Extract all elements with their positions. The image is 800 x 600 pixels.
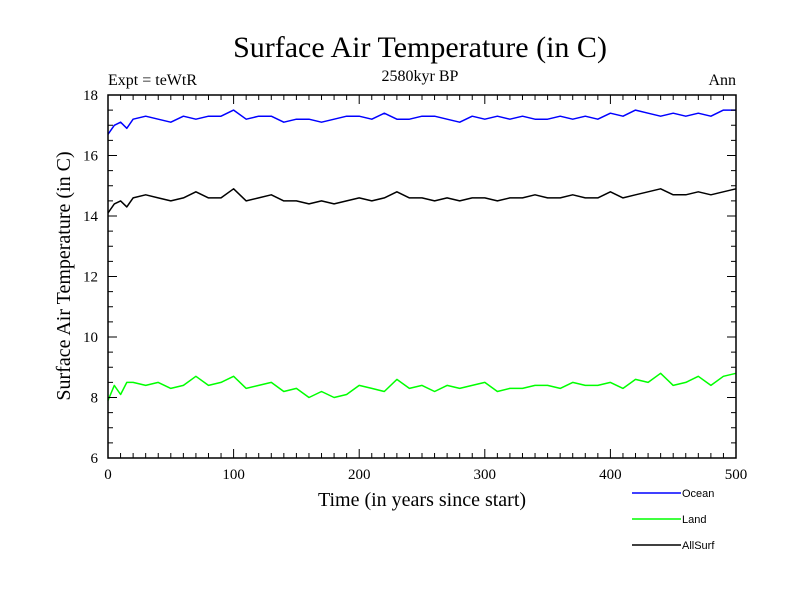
- x-axis-label: Time (in years since start): [318, 489, 526, 511]
- legend-label-land: Land: [682, 514, 706, 526]
- x-tick-label: 500: [725, 467, 748, 483]
- x-tick-label: 200: [348, 467, 371, 483]
- plot-frame: [107, 94, 737, 459]
- chart-title: Surface Air Temperature (in C): [233, 31, 607, 64]
- series-line-land: [107, 372, 737, 401]
- y-tick-label: 6: [91, 451, 99, 467]
- legend-label-allsurf: AllSurf: [682, 540, 715, 552]
- y-axis-label: Surface Air Temperature (in C): [53, 151, 75, 400]
- y-tick-label: 14: [83, 209, 99, 225]
- series-layer: [107, 109, 737, 401]
- legend: Ocean Land AllSurf: [632, 488, 715, 552]
- y-tick-label: 16: [83, 149, 99, 165]
- x-tick-label: 100: [222, 467, 245, 483]
- season-label: Ann: [708, 72, 736, 89]
- x-tick-label: 400: [599, 467, 622, 483]
- x-tick-label: 0: [104, 467, 112, 483]
- axes-layer: 0 100 200 300 400 500 6 8 10 12 14 16 18: [83, 88, 747, 483]
- chart-subtitle: 2580kyr BP: [382, 68, 459, 85]
- y-tick-label: 8: [91, 391, 99, 407]
- legend-label-ocean: Ocean: [682, 488, 714, 500]
- y-tick-label: 12: [83, 270, 98, 286]
- y-tick-label: 10: [83, 330, 98, 346]
- series-line-allsurf: [107, 188, 737, 214]
- experiment-label: Expt = teWtR: [108, 72, 197, 89]
- series-line-ocean: [107, 109, 736, 135]
- y-tick-label: 18: [83, 88, 98, 104]
- x-tick-label: 300: [474, 467, 497, 483]
